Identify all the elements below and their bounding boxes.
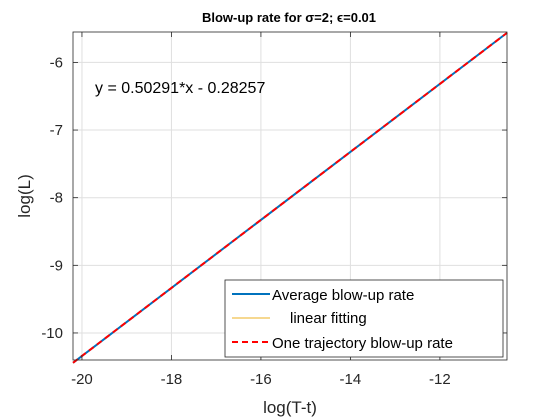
y-tick-label: -10: [41, 325, 63, 342]
y-tick-label: -6: [50, 54, 63, 71]
y-tick-label: -7: [50, 122, 63, 139]
legend-box: [224, 279, 504, 358]
legend-label-linear-fitting: linear fitting: [290, 310, 367, 327]
x-tick-label: -20: [71, 371, 93, 388]
y-tick-label: -9: [50, 257, 63, 274]
y-axis-label: log(L): [15, 174, 34, 217]
fit-equation-annotation: y = 0.50291*x - 0.28257: [95, 80, 265, 97]
series-line-one-trajectory-blow-up-rate: [72, 32, 508, 364]
x-tick-label: -16: [250, 371, 272, 388]
plot-frame: [72, 31, 508, 361]
series-lines: [72, 32, 508, 364]
x-tick-label: -18: [161, 371, 183, 388]
y-tick-label: -8: [50, 190, 63, 207]
chart-title: Blow-up rate for σ=2; ϵ=0.01: [202, 10, 376, 25]
axis-ticks: -20 -18 -16 -14 -12 -10 -9 -8 -7 -6: [41, 32, 507, 388]
x-axis-label: log(T-t): [263, 398, 317, 417]
x-tick-label: -14: [340, 371, 362, 388]
legend: Average blow-up rate linear fitting One …: [224, 279, 504, 358]
legend-label-one-trajectory-blow-up-rate: One trajectory blow-up rate: [272, 335, 453, 352]
x-tick-label: -12: [429, 371, 451, 388]
legend-label-average-blow-up-rate: Average blow-up rate: [272, 287, 414, 304]
